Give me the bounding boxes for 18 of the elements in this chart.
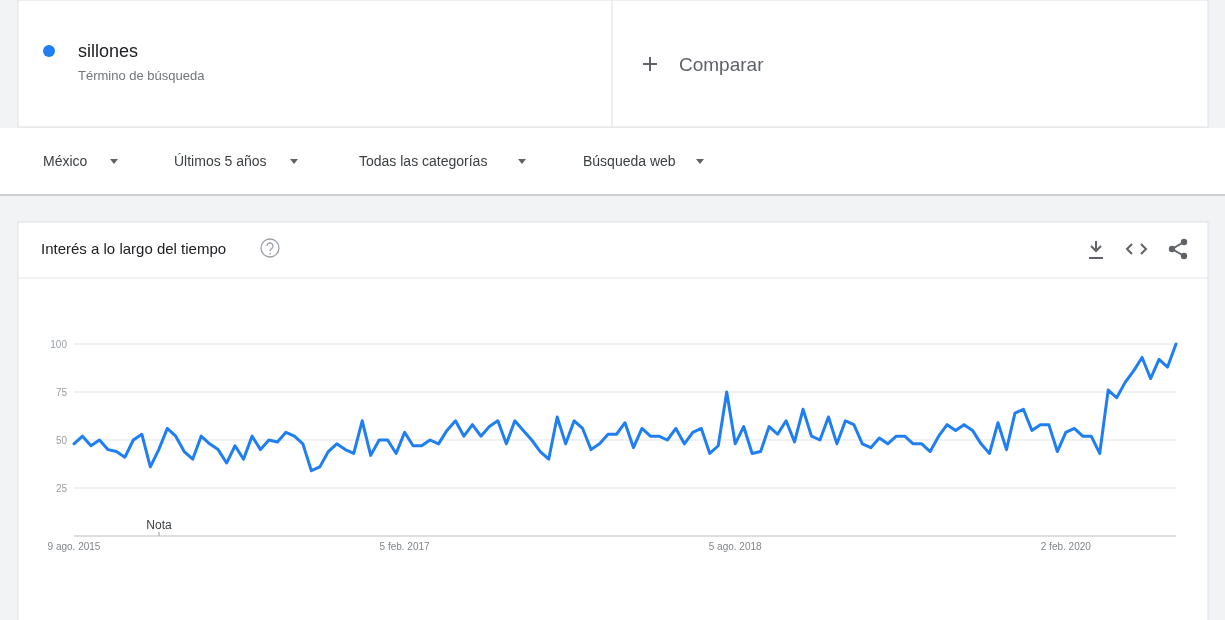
x-tick-label: 5 feb. 2017: [379, 541, 431, 552]
text: México: [43, 153, 88, 169]
text: Todas las categorías: [359, 153, 488, 169]
chart-title: Interés a lo largo del tiempo: [41, 240, 227, 257]
y-tick-label: 50: [55, 434, 68, 446]
text: Últimos 5 años: [174, 153, 267, 169]
text: Comparar: [679, 54, 765, 75]
x-tick-label: 5 ago. 2018: [708, 541, 763, 552]
line-series: [72, 342, 1178, 473]
y-tick-label: 75: [55, 386, 68, 398]
legend-label: sillones: [78, 41, 139, 61]
text: Término de búsqueda: [78, 68, 206, 83]
annotation: Nota: [146, 518, 172, 532]
text: Búsqueda web: [583, 153, 676, 169]
y-tick-label: 100: [50, 338, 68, 350]
y-tick-label: 25: [55, 482, 68, 494]
x-tick-label: 9 ago. 2015: [47, 541, 101, 552]
x-tick-label: 2 feb. 2020: [1040, 541, 1092, 552]
